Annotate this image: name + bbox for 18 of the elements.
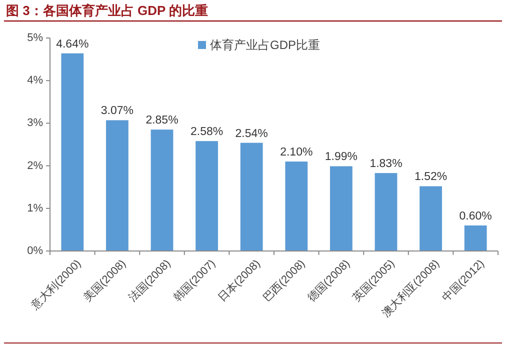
data-label: 1.52% [414, 171, 448, 184]
data-label: 1.99% [324, 151, 358, 164]
y-tick-label: 4% [27, 74, 44, 87]
y-tick-label: 0% [27, 245, 44, 257]
title: 图 3：各国体育产业占 GDP 的比重 [6, 3, 208, 18]
data-label: 1.83% [370, 158, 402, 170]
y-tick-label: 1% [27, 202, 44, 214]
data-label: 2.10% [280, 146, 313, 159]
data-label: 2.85% [146, 114, 178, 127]
data-label: 2.58% [190, 126, 224, 138]
y-tick-label: 2% [27, 160, 44, 172]
data-label: 4.64% [56, 38, 89, 50]
data-label: 2.54% [235, 128, 268, 140]
y-tick-label: 3% [27, 117, 44, 130]
data-label: 0.60% [459, 210, 492, 222]
data-label: 3.07% [100, 105, 134, 118]
y-tick-label: 5% [27, 32, 44, 44]
legend-label: 体育产业占GDP比重 [210, 38, 320, 52]
